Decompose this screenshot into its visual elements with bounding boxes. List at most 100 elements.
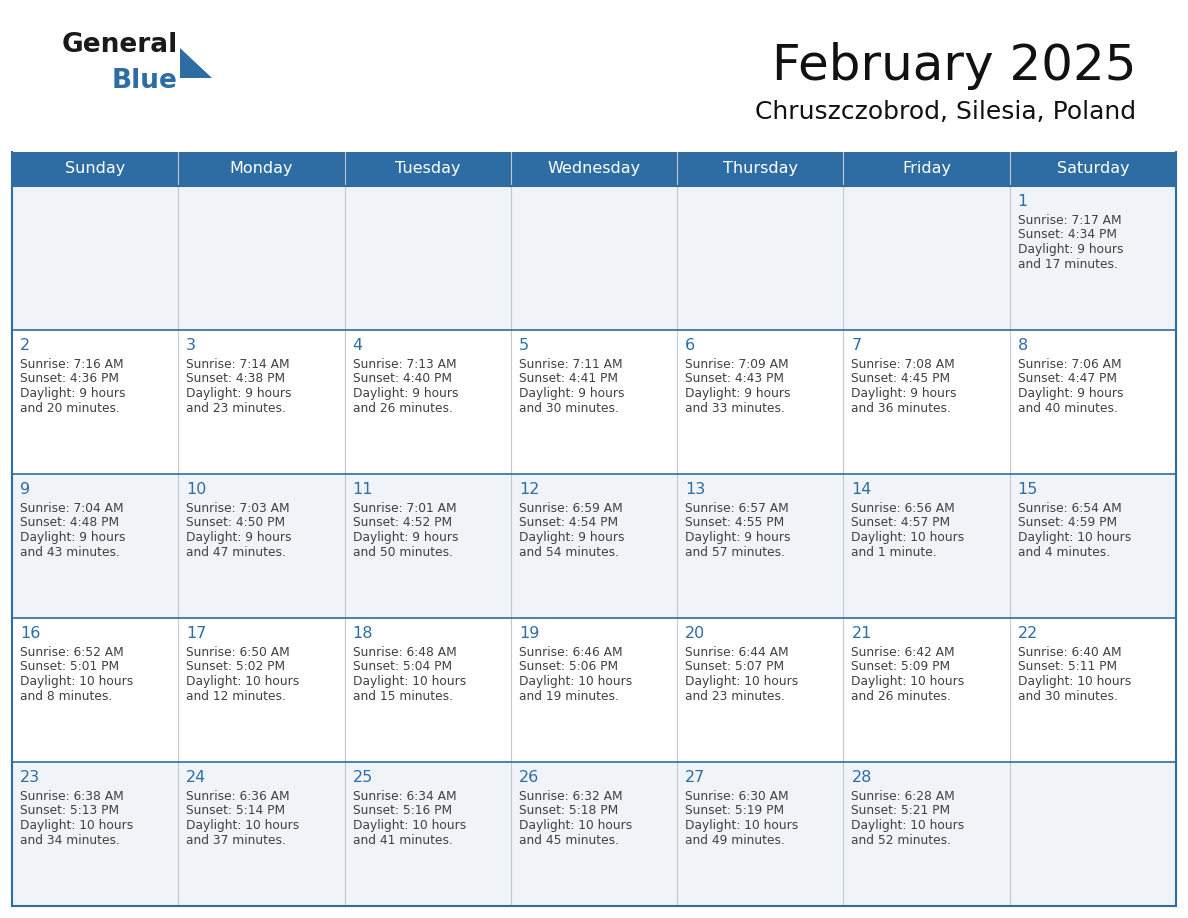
Text: and 30 minutes.: and 30 minutes. <box>519 401 619 415</box>
Text: Daylight: 10 hours: Daylight: 10 hours <box>20 675 133 688</box>
Text: 22: 22 <box>1018 626 1038 641</box>
Bar <box>843 474 1010 618</box>
Text: Sunrise: 7:01 AM: Sunrise: 7:01 AM <box>353 502 456 515</box>
Text: Sunset: 4:41 PM: Sunset: 4:41 PM <box>519 373 618 386</box>
Bar <box>677 618 843 762</box>
Bar <box>1010 474 1176 618</box>
Text: Daylight: 10 hours: Daylight: 10 hours <box>1018 675 1131 688</box>
Text: 11: 11 <box>353 482 373 497</box>
Text: Sunset: 4:55 PM: Sunset: 4:55 PM <box>685 517 784 530</box>
Text: Sunset: 4:38 PM: Sunset: 4:38 PM <box>187 373 285 386</box>
Text: and 15 minutes.: and 15 minutes. <box>353 689 453 702</box>
Text: Monday: Monday <box>229 162 293 176</box>
Bar <box>345 186 511 330</box>
Text: Sunset: 4:47 PM: Sunset: 4:47 PM <box>1018 373 1117 386</box>
Bar <box>1010 618 1176 762</box>
Text: Sunset: 5:16 PM: Sunset: 5:16 PM <box>353 804 451 818</box>
Text: Sunset: 5:19 PM: Sunset: 5:19 PM <box>685 804 784 818</box>
Text: Sunday: Sunday <box>65 162 125 176</box>
Text: Daylight: 10 hours: Daylight: 10 hours <box>852 531 965 544</box>
Bar <box>843 618 1010 762</box>
Text: Sunset: 5:07 PM: Sunset: 5:07 PM <box>685 660 784 674</box>
Text: 20: 20 <box>685 626 706 641</box>
Text: and 19 minutes.: and 19 minutes. <box>519 689 619 702</box>
Text: Sunrise: 6:57 AM: Sunrise: 6:57 AM <box>685 502 789 515</box>
Text: Daylight: 9 hours: Daylight: 9 hours <box>20 531 126 544</box>
Text: 17: 17 <box>187 626 207 641</box>
Text: and 26 minutes.: and 26 minutes. <box>852 689 952 702</box>
Text: Thursday: Thursday <box>722 162 798 176</box>
Text: 12: 12 <box>519 482 539 497</box>
Text: 15: 15 <box>1018 482 1038 497</box>
Text: Sunrise: 7:09 AM: Sunrise: 7:09 AM <box>685 358 789 371</box>
Text: and 1 minute.: and 1 minute. <box>852 545 937 558</box>
Text: Sunrise: 7:06 AM: Sunrise: 7:06 AM <box>1018 358 1121 371</box>
Text: Sunrise: 6:52 AM: Sunrise: 6:52 AM <box>20 646 124 659</box>
Text: Sunset: 5:11 PM: Sunset: 5:11 PM <box>1018 660 1117 674</box>
Text: Daylight: 10 hours: Daylight: 10 hours <box>852 675 965 688</box>
Text: and 49 minutes.: and 49 minutes. <box>685 834 785 846</box>
Text: Daylight: 9 hours: Daylight: 9 hours <box>187 387 292 400</box>
Text: Sunrise: 6:30 AM: Sunrise: 6:30 AM <box>685 790 789 803</box>
Text: and 36 minutes.: and 36 minutes. <box>852 401 952 415</box>
Text: 28: 28 <box>852 770 872 785</box>
Text: Daylight: 9 hours: Daylight: 9 hours <box>353 387 459 400</box>
Text: and 37 minutes.: and 37 minutes. <box>187 834 286 846</box>
Bar <box>345 618 511 762</box>
Text: Sunrise: 6:54 AM: Sunrise: 6:54 AM <box>1018 502 1121 515</box>
Text: Sunset: 4:45 PM: Sunset: 4:45 PM <box>852 373 950 386</box>
Text: and 40 minutes.: and 40 minutes. <box>1018 401 1118 415</box>
Bar <box>345 762 511 906</box>
Text: 2: 2 <box>20 338 30 353</box>
Text: Daylight: 9 hours: Daylight: 9 hours <box>519 387 625 400</box>
Bar <box>178 474 345 618</box>
Text: Wednesday: Wednesday <box>548 162 640 176</box>
Text: Sunset: 4:50 PM: Sunset: 4:50 PM <box>187 517 285 530</box>
Text: 3: 3 <box>187 338 196 353</box>
Bar <box>677 186 843 330</box>
Text: 13: 13 <box>685 482 706 497</box>
Bar <box>511 618 677 762</box>
Text: Sunset: 4:36 PM: Sunset: 4:36 PM <box>20 373 119 386</box>
Text: and 12 minutes.: and 12 minutes. <box>187 689 286 702</box>
Text: 21: 21 <box>852 626 872 641</box>
Text: and 20 minutes.: and 20 minutes. <box>20 401 120 415</box>
Text: 5: 5 <box>519 338 529 353</box>
Text: and 23 minutes.: and 23 minutes. <box>685 689 785 702</box>
Text: and 57 minutes.: and 57 minutes. <box>685 545 785 558</box>
Text: Sunset: 5:04 PM: Sunset: 5:04 PM <box>353 660 451 674</box>
Text: and 50 minutes.: and 50 minutes. <box>353 545 453 558</box>
Text: 1: 1 <box>1018 194 1028 209</box>
Text: Sunset: 4:48 PM: Sunset: 4:48 PM <box>20 517 119 530</box>
Text: Sunrise: 7:13 AM: Sunrise: 7:13 AM <box>353 358 456 371</box>
Text: 23: 23 <box>20 770 40 785</box>
Text: Daylight: 10 hours: Daylight: 10 hours <box>187 675 299 688</box>
Text: and 45 minutes.: and 45 minutes. <box>519 834 619 846</box>
Text: Sunrise: 6:59 AM: Sunrise: 6:59 AM <box>519 502 623 515</box>
Text: 14: 14 <box>852 482 872 497</box>
Polygon shape <box>181 48 211 78</box>
Bar <box>677 762 843 906</box>
Bar <box>12 186 178 330</box>
Text: Sunrise: 6:38 AM: Sunrise: 6:38 AM <box>20 790 124 803</box>
Bar <box>178 618 345 762</box>
Text: and 34 minutes.: and 34 minutes. <box>20 834 120 846</box>
Text: and 4 minutes.: and 4 minutes. <box>1018 545 1110 558</box>
Text: Sunrise: 7:03 AM: Sunrise: 7:03 AM <box>187 502 290 515</box>
Text: Sunset: 4:34 PM: Sunset: 4:34 PM <box>1018 229 1117 241</box>
Text: and 17 minutes.: and 17 minutes. <box>1018 258 1118 271</box>
Bar <box>12 762 178 906</box>
Bar <box>12 330 178 474</box>
Text: Sunset: 4:43 PM: Sunset: 4:43 PM <box>685 373 784 386</box>
Text: Daylight: 9 hours: Daylight: 9 hours <box>20 387 126 400</box>
Text: February 2025: February 2025 <box>771 42 1136 90</box>
Text: Sunset: 5:09 PM: Sunset: 5:09 PM <box>852 660 950 674</box>
Text: Sunrise: 7:08 AM: Sunrise: 7:08 AM <box>852 358 955 371</box>
Text: 26: 26 <box>519 770 539 785</box>
Text: and 33 minutes.: and 33 minutes. <box>685 401 785 415</box>
Text: and 23 minutes.: and 23 minutes. <box>187 401 286 415</box>
Text: and 54 minutes.: and 54 minutes. <box>519 545 619 558</box>
Text: Blue: Blue <box>112 68 178 94</box>
Text: Daylight: 10 hours: Daylight: 10 hours <box>852 819 965 832</box>
Text: Daylight: 10 hours: Daylight: 10 hours <box>519 675 632 688</box>
